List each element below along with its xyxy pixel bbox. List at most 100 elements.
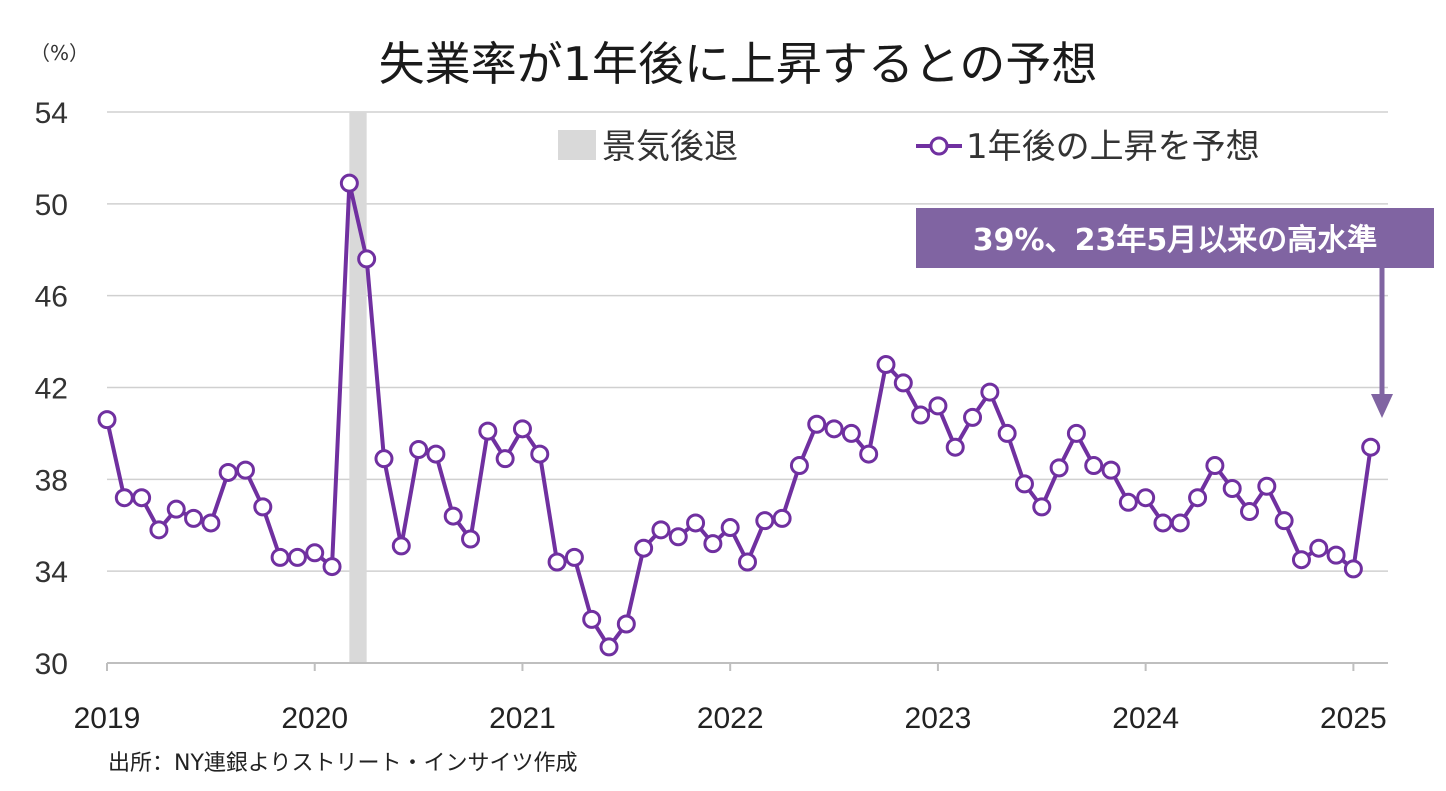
data-point bbox=[1153, 513, 1173, 533]
data-point bbox=[374, 449, 394, 469]
data-point bbox=[1343, 559, 1363, 579]
data-point bbox=[859, 444, 879, 464]
data-point bbox=[720, 518, 740, 538]
data-point bbox=[426, 444, 446, 464]
annotation-text: 39%、23年5月以来の高水準 bbox=[973, 223, 1377, 258]
data-point bbox=[443, 506, 463, 526]
legend-recession-swatch bbox=[558, 130, 596, 160]
data-point bbox=[599, 637, 619, 657]
data-point bbox=[824, 419, 844, 439]
data-point bbox=[1274, 511, 1294, 531]
data-point bbox=[409, 439, 429, 459]
annotation-arrow-head bbox=[1371, 394, 1393, 418]
data-point bbox=[270, 547, 290, 567]
data-point bbox=[980, 382, 1000, 402]
y-tick-label: 54 bbox=[35, 97, 68, 130]
y-tick-label: 38 bbox=[35, 464, 68, 497]
data-point bbox=[772, 508, 792, 528]
data-point bbox=[287, 547, 307, 567]
data-point bbox=[738, 552, 757, 572]
x-tick-label: 2022 bbox=[697, 702, 764, 735]
legend-series-label: 1年後の上昇を予想 bbox=[966, 127, 1260, 167]
y-tick-label: 46 bbox=[35, 281, 68, 314]
data-point bbox=[461, 529, 481, 549]
x-tick-label: 2020 bbox=[281, 702, 348, 735]
x-tick-label: 2024 bbox=[1112, 702, 1179, 735]
y-axis-unit: （%） bbox=[30, 41, 89, 65]
gridlines bbox=[107, 111, 1388, 572]
data-point bbox=[997, 423, 1017, 443]
data-point bbox=[114, 488, 134, 508]
data-point bbox=[616, 614, 636, 634]
annotation: 39%、23年5月以来の高水準 bbox=[916, 208, 1434, 418]
data-point bbox=[893, 373, 913, 393]
data-point bbox=[322, 557, 342, 577]
x-axis: 2019 2020 2021 2022 2023 2024 2025 bbox=[74, 662, 1388, 735]
y-tick-label: 30 bbox=[35, 648, 68, 681]
y-tick-label: 34 bbox=[35, 556, 68, 589]
x-tick-label: 2019 bbox=[74, 702, 141, 735]
data-point bbox=[1188, 488, 1208, 508]
data-point bbox=[184, 508, 204, 528]
data-point bbox=[1240, 501, 1260, 521]
data-point bbox=[1066, 423, 1086, 443]
data-point bbox=[201, 513, 221, 533]
annotation-box bbox=[916, 208, 1434, 268]
data-point bbox=[495, 449, 515, 469]
x-tick-label: 2021 bbox=[489, 702, 556, 735]
data-point bbox=[582, 609, 602, 629]
recession-shading bbox=[349, 112, 367, 663]
data-point bbox=[703, 534, 723, 554]
legend: 景気後退 1年後の上昇を予想 bbox=[558, 127, 1260, 167]
data-point bbox=[97, 410, 117, 430]
data-point bbox=[166, 499, 186, 519]
data-point bbox=[651, 520, 671, 540]
data-point bbox=[668, 527, 688, 547]
data-point bbox=[218, 462, 238, 482]
data-point bbox=[1014, 474, 1034, 494]
data-point bbox=[789, 456, 809, 476]
data-point bbox=[755, 511, 775, 531]
data-point bbox=[512, 419, 532, 439]
data-point bbox=[1084, 456, 1104, 476]
data-point bbox=[478, 421, 498, 441]
data-point bbox=[928, 396, 948, 416]
recession-band bbox=[349, 112, 367, 663]
data-point bbox=[357, 249, 377, 269]
data-point bbox=[132, 488, 152, 508]
data-point bbox=[391, 536, 411, 556]
data-point bbox=[634, 538, 654, 558]
data-point bbox=[1205, 456, 1225, 476]
data-point bbox=[1222, 479, 1242, 499]
chart-title: 失業率が1年後に上昇するとの予想 bbox=[379, 37, 1098, 91]
data-point bbox=[1101, 460, 1121, 480]
data-point bbox=[807, 414, 827, 434]
data-point bbox=[305, 543, 325, 563]
data-point bbox=[564, 547, 584, 567]
data-point bbox=[1049, 458, 1069, 478]
data-point bbox=[876, 355, 896, 375]
data-point bbox=[1032, 497, 1052, 517]
data-point bbox=[841, 423, 861, 443]
data-point bbox=[1136, 488, 1156, 508]
legend-series-marker bbox=[929, 136, 949, 156]
data-point bbox=[1291, 550, 1311, 570]
data-point bbox=[1309, 538, 1329, 558]
legend-recession-label: 景気後退 bbox=[602, 127, 738, 167]
data-point bbox=[1118, 492, 1138, 512]
y-tick-label: 50 bbox=[35, 189, 68, 222]
data-point bbox=[149, 520, 169, 540]
data-point bbox=[547, 552, 567, 572]
x-tick-label: 2025 bbox=[1320, 702, 1387, 735]
data-point bbox=[1326, 545, 1346, 565]
data-point bbox=[963, 407, 983, 427]
data-point bbox=[945, 437, 965, 457]
data-point bbox=[530, 444, 550, 464]
data-point bbox=[253, 497, 273, 517]
data-point bbox=[1257, 476, 1277, 496]
data-point bbox=[911, 405, 931, 425]
data-point bbox=[235, 460, 255, 480]
y-axis-ticks: 30 34 38 42 46 50 54 bbox=[35, 97, 68, 681]
